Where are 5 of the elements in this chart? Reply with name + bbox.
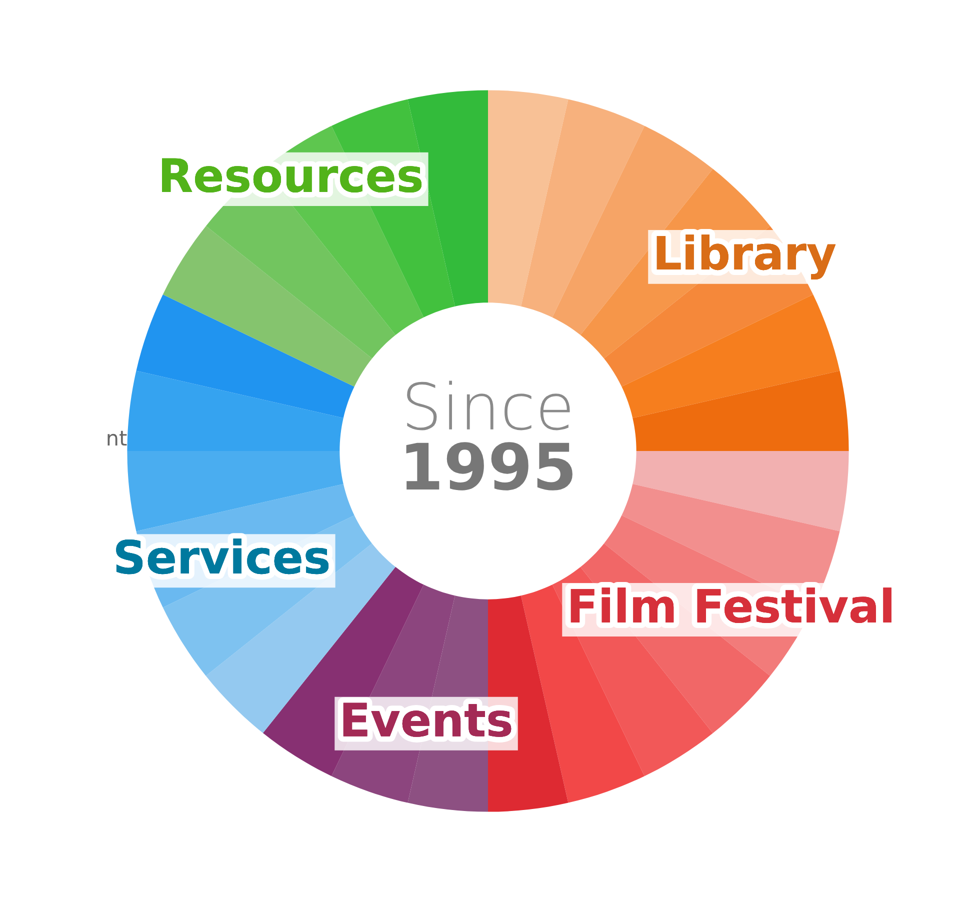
- text: Since: [407, 380, 570, 430]
- text: Resources: [162, 158, 422, 192]
- text: nt: [108, 430, 127, 446]
- text: Events: [343, 702, 512, 737]
- text: 1995: [406, 442, 572, 490]
